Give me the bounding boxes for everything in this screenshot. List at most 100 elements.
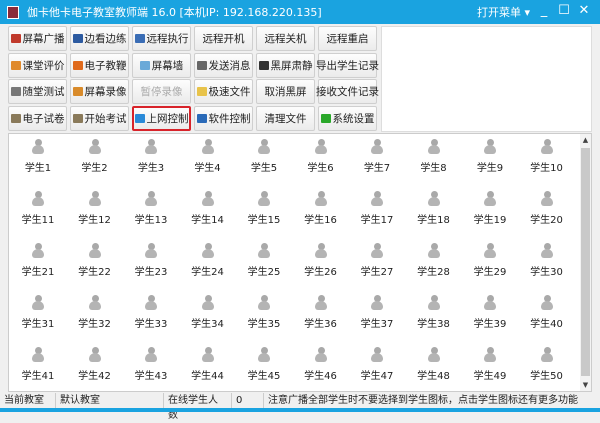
student-item[interactable]: 学生2 [70, 139, 120, 174]
toolbar-button-2-0[interactable]: 随堂测试 [8, 79, 67, 104]
student-item[interactable]: 学生29 [465, 243, 515, 278]
student-item[interactable]: 学生44 [183, 347, 233, 382]
student-item[interactable]: 学生32 [70, 295, 120, 330]
student-item[interactable]: 学生50 [522, 347, 572, 382]
student-item[interactable]: 学生21 [13, 243, 63, 278]
student-item[interactable]: 学生27 [352, 243, 402, 278]
student-item[interactable]: 学生28 [409, 243, 459, 278]
scroll-down-icon[interactable]: ▼ [582, 381, 589, 389]
student-name: 学生5 [250, 163, 278, 174]
toolbar-button-3-4[interactable]: 清理文件 [256, 105, 315, 131]
student-item[interactable]: 学生38 [409, 295, 459, 330]
maximize-button[interactable]: ☐ [558, 3, 570, 18]
toolbar-button-1-2[interactable]: 屏幕墙 [132, 52, 191, 78]
student-item[interactable]: 学生37 [352, 295, 402, 330]
student-item[interactable]: 学生24 [183, 243, 233, 278]
student-item[interactable]: 学生48 [409, 347, 459, 382]
student-item[interactable]: 学生34 [183, 295, 233, 330]
student-item[interactable]: 学生35 [239, 295, 289, 330]
student-item[interactable]: 学生45 [239, 347, 289, 382]
window-bottom-border [0, 408, 600, 412]
toolbar-button-label: 黑屏肃静 [270, 59, 313, 72]
monitor-icon [72, 34, 83, 43]
toolbar-button-1-4[interactable]: 黑屏肃静 [256, 52, 315, 78]
student-item[interactable]: 学生4 [183, 139, 233, 174]
toolbar-button-0-0[interactable]: 屏幕广播 [8, 26, 67, 51]
student-item[interactable]: 学生30 [522, 243, 572, 278]
toolbar-button-3-3[interactable]: 软件控制 [194, 105, 253, 131]
toolbar-button-2-2[interactable]: 暂停录像 [132, 79, 191, 104]
student-avatar-icon [258, 139, 270, 155]
scrollbar[interactable]: ▲ ▼ [580, 134, 591, 391]
student-item[interactable]: 学生17 [352, 191, 402, 226]
student-item[interactable]: 学生47 [352, 347, 402, 382]
toolbar-button-1-0[interactable]: 课堂评价 [8, 52, 67, 78]
student-item[interactable]: 学生9 [465, 139, 515, 174]
toolbar-button-label: 发送消息 [208, 59, 251, 72]
student-avatar-icon [32, 191, 44, 207]
student-item[interactable]: 学生49 [465, 347, 515, 382]
student-name: 学生23 [134, 267, 168, 278]
scrollbar-thumb[interactable] [581, 148, 590, 376]
student-item[interactable]: 学生7 [352, 139, 402, 174]
student-name: 学生48 [417, 371, 450, 382]
student-name: 学生10 [530, 163, 563, 174]
toolbar-button-0-5[interactable]: 远程重启 [318, 26, 377, 51]
student-avatar-icon [371, 139, 383, 155]
student-item[interactable]: 学生43 [126, 347, 176, 382]
student-item[interactable]: 学生36 [296, 295, 346, 330]
student-item[interactable]: 学生14 [183, 191, 233, 226]
student-avatar-icon [540, 139, 553, 155]
student-item[interactable]: 学生18 [409, 191, 459, 226]
toolbar-button-1-3[interactable]: 发送消息 [194, 52, 253, 78]
student-item[interactable]: 学生40 [522, 295, 572, 330]
student-item[interactable]: 学生26 [296, 243, 346, 278]
toolbar-button-0-3[interactable]: 远程开机 [194, 26, 253, 51]
student-item[interactable]: 学生41 [13, 347, 63, 382]
scroll-up-icon[interactable]: ▲ [582, 136, 589, 144]
student-item[interactable]: 学生11 [13, 191, 63, 226]
toolbar-button-label: 系统设置 [332, 112, 375, 125]
monitor-red-icon [10, 34, 21, 43]
toolbar-button-3-5[interactable]: 系统设置 [318, 105, 377, 131]
student-item[interactable]: 学生5 [239, 139, 289, 174]
open-menu-button[interactable]: 打开菜单 ▾ [476, 6, 530, 19]
toolbar-button-2-4[interactable]: 取消黑屏 [256, 79, 315, 104]
minimize-button[interactable]: _ [540, 3, 548, 18]
student-item[interactable]: 学生8 [409, 139, 459, 174]
toolbar-button-3-0[interactable]: 电子试卷 [8, 105, 67, 131]
student-item[interactable]: 学生3 [126, 139, 176, 174]
toolbar-button-3-1[interactable]: 开始考试 [70, 105, 129, 131]
student-avatar-icon [258, 243, 270, 259]
student-item[interactable]: 学生12 [70, 191, 120, 226]
toolbar-button-2-5[interactable]: 接收文件记录 [316, 79, 379, 104]
student-item[interactable]: 学生10 [522, 139, 572, 174]
student-item[interactable]: 学生19 [465, 191, 515, 226]
student-item[interactable]: 学生1 [13, 139, 63, 174]
toolbar-button-0-1[interactable]: 边看边练 [70, 26, 129, 51]
student-item[interactable]: 学生16 [296, 191, 346, 226]
toolbar-button-1-5[interactable]: 导出学生记录 [316, 52, 379, 78]
student-item[interactable]: 学生25 [239, 243, 289, 278]
student-item[interactable]: 学生20 [522, 191, 572, 226]
student-item[interactable]: 学生39 [465, 295, 515, 330]
student-name: 学生41 [21, 371, 55, 382]
student-item[interactable]: 学生46 [296, 347, 346, 382]
toolbar-button-2-1[interactable]: 屏幕录像 [70, 79, 129, 104]
student-item[interactable]: 学生33 [126, 295, 176, 330]
close-button[interactable]: ✕ [578, 3, 590, 18]
student-item[interactable]: 学生42 [70, 347, 120, 382]
student-name: 学生40 [530, 319, 563, 330]
student-avatar-icon [32, 139, 44, 155]
student-item[interactable]: 学生23 [126, 243, 176, 278]
student-item[interactable]: 学生15 [239, 191, 289, 226]
toolbar-button-3-2[interactable]: 上网控制 [132, 105, 191, 131]
toolbar-button-2-3[interactable]: 极速文件 [194, 79, 253, 104]
toolbar-button-0-4[interactable]: 远程关机 [256, 26, 315, 51]
toolbar-button-1-1[interactable]: 电子教鞭 [70, 52, 129, 78]
student-item[interactable]: 学生22 [70, 243, 120, 278]
student-item[interactable]: 学生6 [296, 139, 346, 174]
toolbar-button-0-2[interactable]: 远程执行 [132, 26, 191, 51]
student-item[interactable]: 学生13 [126, 191, 176, 226]
student-item[interactable]: 学生31 [13, 295, 63, 330]
